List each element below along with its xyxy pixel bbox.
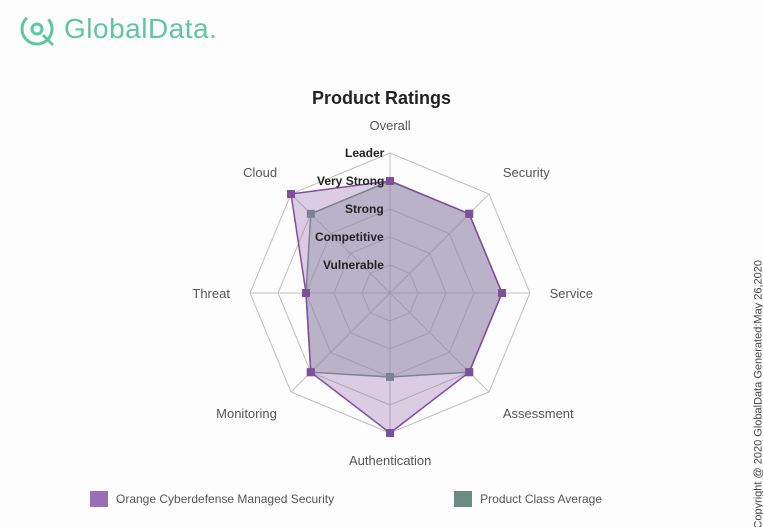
legend-label: Orange Cyberdefense Managed Security	[116, 492, 334, 506]
brand-name: GlobalData.	[64, 13, 217, 45]
ring-label: Strong	[345, 202, 384, 216]
axis-label: Threat	[192, 286, 230, 301]
globaldata-icon	[18, 10, 56, 48]
axis-label: Authentication	[349, 453, 431, 468]
axis-label: Service	[550, 286, 593, 301]
copyright-text: Copyright @ 2020 GlobalData Generated:Ma…	[753, 260, 763, 527]
chart-title: Product Ratings	[0, 88, 763, 109]
axis-label: Overall	[370, 118, 411, 133]
axis-label: Monitoring	[216, 406, 277, 421]
brand-logo: GlobalData.	[18, 10, 217, 48]
ring-label: Very Strong	[317, 174, 384, 188]
legend-swatch	[90, 491, 108, 507]
axis-label: Cloud	[243, 165, 277, 180]
ring-label: Competitive	[315, 230, 384, 244]
legend: Orange Cyberdefense Managed Security Pro…	[90, 491, 602, 507]
legend-swatch	[454, 491, 472, 507]
ring-label: Leader	[345, 146, 384, 160]
axis-label: Assessment	[503, 406, 574, 421]
legend-item: Orange Cyberdefense Managed Security	[90, 491, 334, 507]
legend-item: Product Class Average	[454, 491, 602, 507]
axis-label: Security	[503, 165, 550, 180]
radar-chart: Overall Security Service Assessment Authenti…	[150, 118, 630, 478]
ring-label: Vulnerable	[323, 258, 384, 272]
legend-label: Product Class Average	[480, 492, 602, 506]
